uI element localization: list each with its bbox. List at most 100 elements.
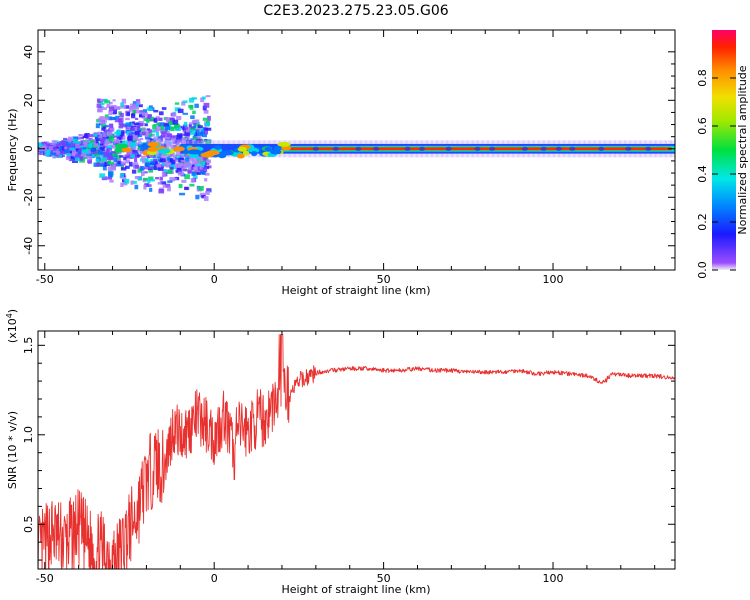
spectrogram-cell [137,144,143,148]
spectrogram-cell [155,126,162,132]
spectrogram-cell [144,131,150,136]
spectrogram-cell [99,105,104,109]
spectrogram-cell [100,102,105,106]
spectrogram-cell [113,157,118,163]
spectrogram-cell [160,164,165,169]
spectrogram-cell [149,116,155,121]
spectrogram-cell [188,104,194,108]
spectrogram-cell [107,116,113,121]
spectrogram-cell [90,140,95,143]
spectrogram-cell [59,150,66,155]
spectrogram-cell [184,131,190,137]
spectrogram-cell [140,158,144,162]
spectrogram-cell [122,124,127,128]
colorbar-tick-label: 0.2 [696,213,709,231]
spectrogram-cell [203,109,209,114]
spectrogram-cell [151,161,156,164]
spectrogram-cell [78,136,85,140]
spectrogram-cell [204,166,209,170]
spectrogram-cell [88,155,93,160]
spectrogram-cell [112,135,118,138]
spectrogram-cell [132,101,137,106]
spectrogram-blob [114,143,129,149]
spectrogram-cell [164,162,169,167]
spectrogram-cell [164,159,170,164]
spectrogram-cell [183,121,188,126]
spectrogram-cell [126,150,132,155]
spectrogram-cell [116,140,123,145]
spectrogram-cell [189,97,195,103]
spectrogram-cell [204,122,210,127]
spectrogram-cell [125,122,131,127]
spectrogram-cell [203,196,209,202]
spectrogram-cell [187,161,192,166]
spectrogram-cell [129,125,136,130]
spectrogram-cell [124,165,130,169]
spectrogram-cell [144,183,149,187]
spectrogram-heatmap [38,95,675,202]
spectrogram-cell [157,167,164,171]
spectrogram-blob [269,149,282,155]
spectrogram-cell [201,155,208,160]
spectrogram-cell [94,137,101,142]
spectrogram-cell [177,108,184,114]
spectrogram-cell [89,140,93,145]
spectrogram-cell [92,151,98,155]
spectrogram-cell [109,179,114,183]
spectrogram-cell [102,162,107,167]
spectrogram-cell [134,164,140,169]
spectrogram-cell [142,109,147,114]
spectrogram-cell [197,125,203,128]
spectrogram-cell [170,158,174,163]
spectrogram-blob [121,147,132,153]
spectrogram-cell [191,171,196,176]
spectrogram-cell [60,142,65,146]
spectrogram-cell [112,153,117,157]
spectrogram-cell [114,119,121,123]
spectrogram-cell [103,151,109,155]
spectrogram-cell [98,149,103,155]
spectrogram-cell [52,142,57,146]
spectrogram-cell [182,124,188,128]
spectrogram-cell [85,156,91,159]
spectrogram-cell [192,137,198,140]
spectrogram-cell [167,169,173,174]
spectrogram-bump [555,146,562,151]
spectrogram-cell [69,143,74,148]
spectrogram-cell [55,143,61,148]
spectrogram-cell [151,130,156,133]
spectrogram-cell [101,124,106,128]
spectrogram-cell [184,174,190,180]
spectrogram-blob [173,146,185,152]
spectrogram-cell [145,166,150,170]
spectrogram-cell [120,164,124,170]
spectrogram-cell [189,156,194,162]
spectrogram-cell [141,155,146,160]
spectrogram-cell [187,166,192,171]
spectrogram-cell [98,136,103,139]
spectrogram-cell [120,167,127,171]
spectrogram-blob [214,144,222,150]
spectrogram-cell [161,131,167,134]
spectrogram-x-tick-label: 100 [543,273,564,286]
spectrogram-cell [149,159,154,163]
spectrogram-cell [138,120,144,125]
spectrogram-cell [102,132,106,138]
spectrogram-cell [80,151,87,157]
spectrogram-cell [204,178,208,182]
spectrogram-cell [199,132,205,135]
spectrogram-cell [206,188,212,191]
spectrogram-cell [190,165,195,171]
spectrogram-cell [153,159,157,162]
spectrogram-blob [250,151,258,157]
snr-exponent-label: (x104) [5,309,19,343]
spectrogram-cell [102,165,107,171]
spectrogram-cell [119,155,124,158]
colorbar-tick-label: 0.0 [696,261,709,279]
spectrogram-cell [38,142,45,146]
spectrogram-cell [127,125,131,129]
spectrogram-cell [97,131,103,135]
spectrogram-cell [63,141,69,144]
spectrogram-cell [198,185,204,191]
spectrogram-blob [236,153,245,159]
